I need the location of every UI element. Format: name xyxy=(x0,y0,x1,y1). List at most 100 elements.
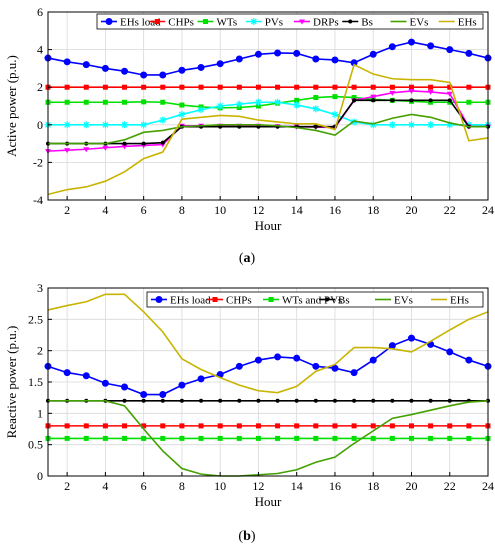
data-point xyxy=(407,121,415,129)
data-point xyxy=(313,95,319,101)
x-tick-label: 8 xyxy=(179,479,185,493)
x-tick-label: 20 xyxy=(405,203,417,217)
data-point xyxy=(218,398,223,403)
data-point xyxy=(351,435,357,441)
data-point xyxy=(255,103,261,109)
data-point xyxy=(255,435,261,441)
data-point xyxy=(159,116,167,124)
data-point xyxy=(409,398,414,403)
series-bs xyxy=(46,98,490,146)
series-line xyxy=(48,99,488,145)
grid xyxy=(48,287,489,477)
data-point xyxy=(179,102,185,108)
legend-item: CHPs xyxy=(149,17,194,29)
legend-label: WTs and PVs xyxy=(282,295,342,307)
data-point xyxy=(351,423,357,429)
data-point xyxy=(179,435,185,441)
legend-label: EHs load xyxy=(120,17,161,29)
x-tick-label: 10 xyxy=(214,203,226,217)
data-point xyxy=(466,84,472,90)
x-axis-label: Hour xyxy=(255,494,282,509)
legend-item: PVs xyxy=(245,17,283,29)
data-point xyxy=(235,100,243,108)
series-line xyxy=(48,400,489,477)
data-point xyxy=(369,50,377,58)
legend-marker xyxy=(155,296,163,303)
data-point xyxy=(64,435,70,441)
data-point xyxy=(428,98,433,103)
data-point xyxy=(254,50,262,58)
x-axis-label: Hour xyxy=(255,218,282,233)
data-point xyxy=(466,423,472,429)
data-point xyxy=(275,435,281,441)
x-tick-label: 12 xyxy=(252,203,264,217)
data-point xyxy=(216,60,224,68)
data-point xyxy=(122,435,128,441)
data-point xyxy=(351,95,357,101)
data-point xyxy=(331,364,339,372)
series-evs xyxy=(48,400,489,477)
legend-box xyxy=(146,291,484,308)
data-point xyxy=(236,435,242,441)
legend-item: EHs xyxy=(431,295,469,307)
y-tick-label: 6 xyxy=(37,5,43,19)
x-tick-label: 2 xyxy=(64,479,70,493)
data-point xyxy=(160,99,166,105)
data-point xyxy=(141,141,146,146)
data-point xyxy=(141,398,146,403)
data-point xyxy=(197,375,205,383)
legend-item: Bs xyxy=(342,17,373,29)
x-tick-label: 22 xyxy=(444,479,456,493)
data-point xyxy=(428,84,434,90)
data-point xyxy=(313,84,319,90)
data-point xyxy=(122,423,128,429)
data-point xyxy=(466,435,472,441)
data-point xyxy=(82,372,90,380)
series-line xyxy=(47,63,489,196)
data-point xyxy=(254,98,262,106)
data-point xyxy=(312,362,320,370)
data-point xyxy=(312,105,320,113)
data-point xyxy=(140,121,148,129)
data-point xyxy=(294,423,300,429)
series-line xyxy=(48,95,488,109)
data-point xyxy=(216,102,224,110)
data-point xyxy=(255,84,261,90)
legend-marker xyxy=(299,19,305,25)
data-point xyxy=(121,144,128,150)
data-point xyxy=(102,99,108,105)
data-point xyxy=(122,398,127,403)
data-point xyxy=(102,84,108,90)
data-point xyxy=(465,49,473,57)
data-point xyxy=(331,110,339,118)
y-tick-label: 0.5 xyxy=(28,438,43,452)
data-point xyxy=(237,398,242,403)
data-point xyxy=(101,64,109,72)
data-point xyxy=(237,124,242,129)
data-point xyxy=(332,398,337,403)
x-tick-label: 6 xyxy=(141,203,147,217)
data-point xyxy=(313,423,319,429)
series-ehs-load xyxy=(44,38,492,79)
legend-item: WTs xyxy=(197,17,238,29)
data-point xyxy=(83,99,89,105)
legend-label: WTs xyxy=(217,17,238,29)
data-point xyxy=(370,435,376,441)
data-point xyxy=(447,423,453,429)
data-point xyxy=(389,84,395,90)
legend-label: CHPs xyxy=(226,295,252,307)
x-tick-label: 2 xyxy=(64,203,70,217)
x-tick-label: 22 xyxy=(444,203,456,217)
legend-label: EHs xyxy=(450,295,469,307)
x-tick-label: 4 xyxy=(102,479,108,493)
legend-label: EVs xyxy=(394,295,413,307)
data-point xyxy=(294,398,299,403)
data-point xyxy=(64,99,70,105)
data-point xyxy=(140,391,148,399)
legend-marker xyxy=(250,18,258,25)
data-point xyxy=(352,98,357,103)
y-axis-label: Reactive power (p.u.) xyxy=(4,326,19,439)
data-point xyxy=(390,98,395,103)
series-evs xyxy=(48,113,488,145)
y-tick-label: 4 xyxy=(37,43,43,57)
